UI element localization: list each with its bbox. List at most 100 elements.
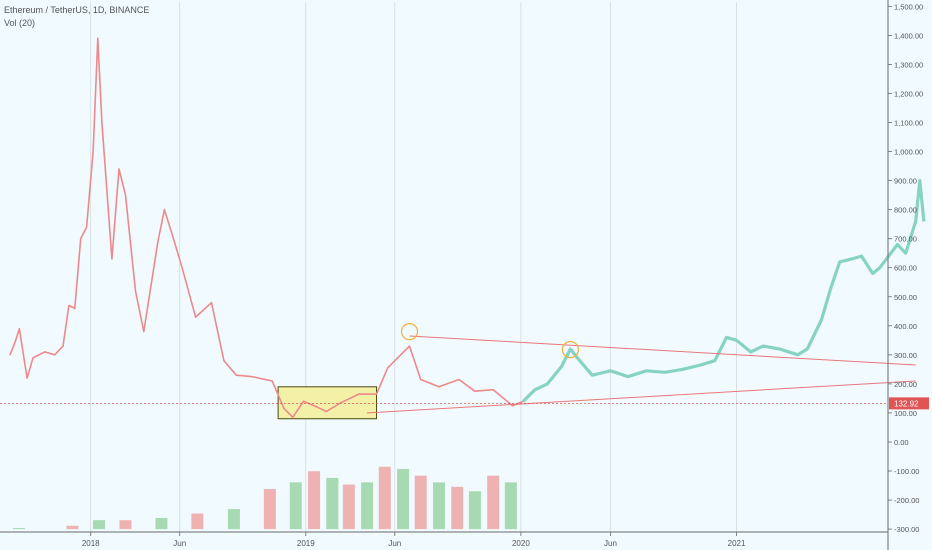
y-tick-label: 1,200.00 bbox=[894, 89, 923, 98]
y-tick-label: 900.00 bbox=[894, 177, 917, 186]
price-point bbox=[664, 371, 666, 373]
price-point bbox=[839, 261, 841, 263]
price-point bbox=[375, 393, 378, 395]
price-point bbox=[14, 342, 16, 344]
price-point bbox=[124, 194, 127, 196]
price-point bbox=[97, 37, 99, 39]
price-series bbox=[9, 37, 926, 419]
price-point bbox=[797, 354, 799, 356]
volume-bar bbox=[66, 525, 79, 530]
price-point bbox=[195, 316, 197, 318]
price-point bbox=[522, 400, 524, 402]
price-point bbox=[750, 351, 752, 353]
price-point bbox=[74, 307, 76, 309]
price-point bbox=[9, 354, 11, 356]
volume-bar bbox=[414, 475, 427, 530]
annotation-rectangle bbox=[277, 386, 378, 420]
y-tick-label: 1,300.00 bbox=[894, 60, 923, 69]
price-point bbox=[700, 364, 702, 366]
x-tick-label: 2018 bbox=[82, 539, 100, 548]
volume-bar bbox=[326, 477, 339, 530]
price-point bbox=[591, 374, 593, 376]
volume-bar bbox=[342, 484, 355, 530]
price-point bbox=[627, 376, 629, 378]
price-point bbox=[387, 367, 389, 369]
volume-bar bbox=[487, 475, 500, 530]
y-tick-label: -300.00 bbox=[894, 525, 919, 534]
price-point bbox=[609, 370, 612, 372]
y-tick-label: 700.00 bbox=[894, 235, 917, 244]
price-point bbox=[725, 336, 728, 339]
x-tick-label: 2020 bbox=[512, 539, 530, 548]
price-point bbox=[915, 220, 917, 222]
price-point bbox=[820, 319, 823, 321]
y-tick-label: 500.00 bbox=[894, 293, 917, 302]
price-point bbox=[62, 345, 64, 347]
price-point bbox=[68, 304, 70, 307]
price-point bbox=[645, 370, 648, 372]
volume-bar bbox=[289, 482, 302, 530]
y-tick-label: 600.00 bbox=[894, 264, 917, 273]
x-tick-label: Jun bbox=[173, 539, 186, 548]
y-tick-label: 800.00 bbox=[894, 206, 917, 215]
price-point bbox=[358, 393, 360, 395]
price-point bbox=[54, 354, 56, 356]
y-tick-label: 300.00 bbox=[894, 351, 917, 360]
price-point bbox=[896, 243, 899, 246]
price-point bbox=[325, 410, 328, 413]
price-point bbox=[44, 351, 46, 353]
price-point bbox=[172, 235, 174, 237]
volume-bar bbox=[227, 509, 240, 530]
y-tick-label: -200.00 bbox=[894, 496, 919, 505]
price-point bbox=[157, 240, 159, 243]
price-point bbox=[302, 400, 305, 402]
price-history-line bbox=[9, 37, 524, 419]
x-tick-label: Jun bbox=[388, 539, 401, 548]
price-point bbox=[86, 226, 88, 228]
price-point bbox=[134, 290, 137, 292]
price-point bbox=[850, 258, 853, 260]
price-point bbox=[681, 368, 683, 370]
price-point bbox=[872, 272, 874, 275]
range-box bbox=[277, 386, 378, 420]
price-point bbox=[235, 374, 237, 376]
price-point bbox=[905, 252, 907, 254]
price-point bbox=[534, 389, 536, 391]
price-point bbox=[879, 267, 881, 269]
trendline bbox=[409, 335, 916, 366]
y-tick-label: -100.00 bbox=[894, 467, 919, 476]
price-point bbox=[830, 287, 832, 289]
price-point bbox=[569, 348, 571, 350]
volume-indicator-label[interactable]: Vol (20) bbox=[4, 18, 36, 28]
price-point bbox=[250, 376, 253, 378]
y-tick-label: 1,000.00 bbox=[894, 148, 923, 157]
price-point bbox=[210, 301, 213, 304]
volume-bar bbox=[308, 471, 321, 530]
price-point bbox=[101, 121, 103, 124]
price-point bbox=[271, 380, 273, 382]
price-point bbox=[762, 345, 764, 347]
volume-bar bbox=[119, 520, 132, 530]
price-point bbox=[111, 258, 113, 260]
volume-bar bbox=[155, 517, 168, 530]
highlight-circle bbox=[561, 341, 579, 359]
price-point bbox=[80, 238, 82, 240]
price-point bbox=[163, 209, 165, 211]
price-point bbox=[223, 360, 225, 362]
volume-bar bbox=[451, 486, 464, 530]
volume-bar bbox=[504, 482, 517, 530]
price-point bbox=[806, 348, 808, 350]
current-price-label: 132.92 bbox=[894, 399, 919, 408]
price-point bbox=[923, 220, 925, 222]
volume-bar bbox=[361, 482, 374, 530]
grid bbox=[90, 2, 737, 532]
y-tick-label: 200.00 bbox=[894, 380, 917, 389]
volume-bars bbox=[12, 466, 517, 530]
price-point bbox=[420, 378, 422, 381]
volume-bar bbox=[468, 491, 481, 530]
volume-bar bbox=[92, 520, 105, 530]
volume-bar bbox=[191, 513, 204, 530]
price-point bbox=[26, 377, 28, 379]
